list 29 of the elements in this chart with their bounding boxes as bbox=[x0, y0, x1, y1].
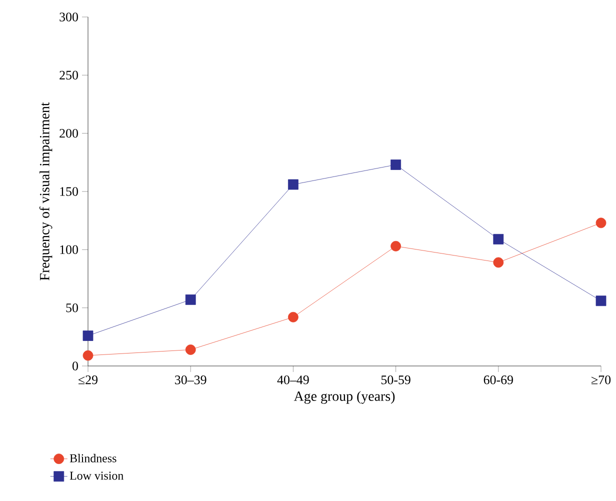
point bbox=[185, 294, 196, 305]
x-tick-label: 40–49 bbox=[277, 376, 309, 384]
y-tick-label: 100 bbox=[60, 245, 78, 254]
point bbox=[596, 296, 606, 306]
y-tick-label: 250 bbox=[60, 70, 78, 80]
y-tick-label: 300 bbox=[60, 12, 78, 22]
point bbox=[288, 179, 298, 190]
x-tick-label: ≤29 bbox=[78, 376, 98, 384]
legend-label: Blindness bbox=[70, 454, 116, 462]
point bbox=[185, 344, 196, 355]
point bbox=[288, 312, 298, 322]
x-tick-label: 60-69 bbox=[484, 376, 513, 384]
y-axis-title: Frequency of visual impairment bbox=[39, 102, 52, 280]
point bbox=[493, 234, 504, 244]
legend-label: Low vision bbox=[70, 472, 124, 480]
point bbox=[390, 240, 402, 252]
y-tick-label: 50 bbox=[66, 303, 78, 312]
y-tick-label: 150 bbox=[60, 187, 78, 196]
x-axis-title: Age group (years) bbox=[294, 391, 395, 404]
point bbox=[493, 257, 504, 268]
y-tick-label: 200 bbox=[60, 128, 78, 138]
x-tick-label: 30–39 bbox=[175, 376, 206, 384]
point bbox=[390, 160, 402, 170]
point bbox=[82, 330, 94, 341]
point bbox=[82, 350, 94, 361]
x-tick-label: ≥70 bbox=[592, 376, 611, 384]
x-tick-label: 50-59 bbox=[381, 376, 410, 384]
point bbox=[596, 218, 606, 228]
y-tick-label: 0 bbox=[72, 362, 78, 370]
